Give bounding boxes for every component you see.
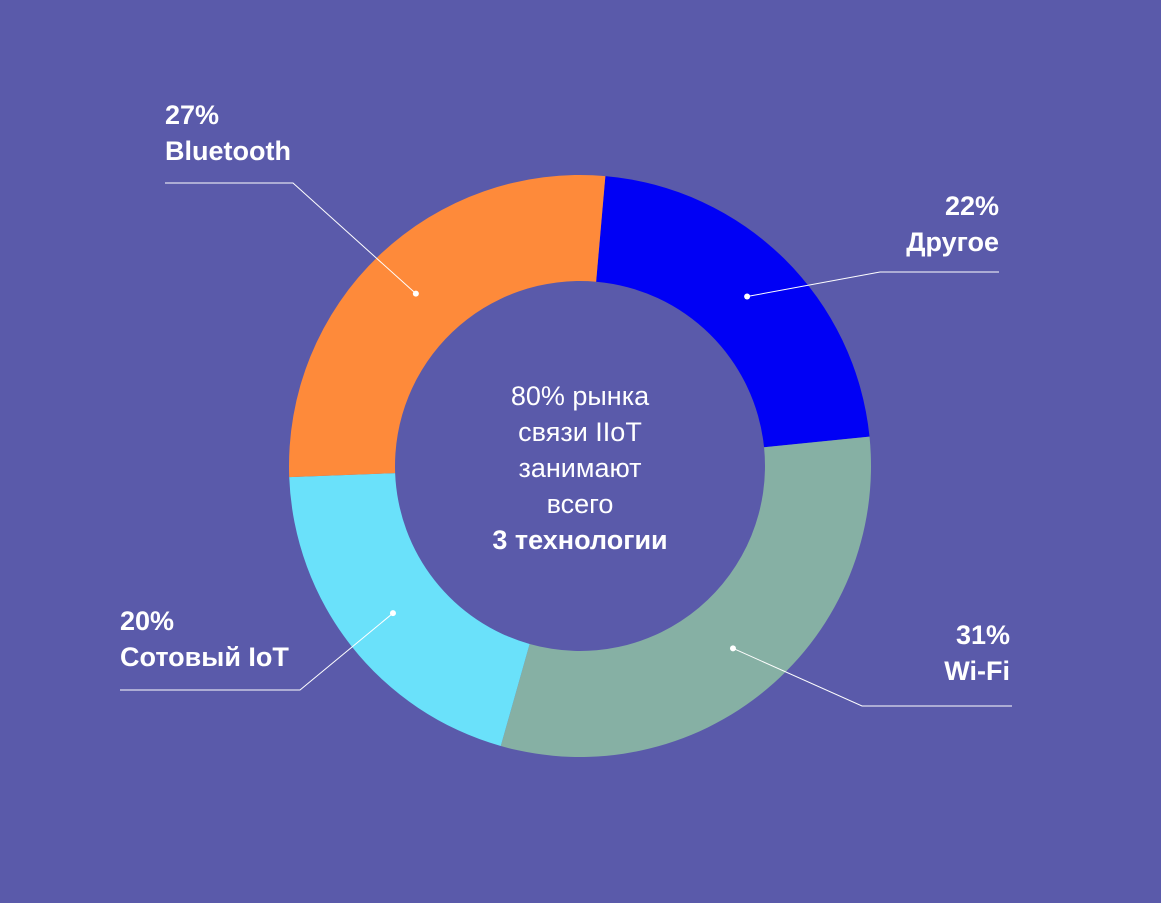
leader-dot-other	[744, 293, 751, 300]
leader-line-cellular	[120, 612, 394, 691]
label-bluetooth-name: Bluetooth	[165, 136, 291, 166]
leader-line-wifi	[732, 647, 1012, 707]
label-cellular: 20% Сотовый IoT	[120, 603, 289, 675]
center-text-highlight: 3 технологии	[492, 525, 668, 555]
label-other-percent: 22%	[944, 191, 999, 221]
center-text: 80% рынка связи IIoT занимают всего 3 те…	[430, 378, 730, 558]
label-bluetooth: 27% Bluetooth	[165, 97, 291, 169]
center-text-line: 80% рынка	[510, 381, 650, 411]
slice-other	[596, 176, 870, 448]
label-cellular-percent: 20%	[120, 606, 175, 636]
center-text-line: связи IIoT	[518, 417, 642, 447]
label-other: 22% Другое	[800, 188, 999, 260]
slice-bluetooth	[288, 175, 606, 478]
label-wifi-percent: 31%	[955, 620, 1010, 650]
label-bluetooth-percent: 27%	[165, 100, 220, 130]
center-text-line: всего	[546, 489, 614, 519]
slice-cellular	[289, 473, 530, 747]
slice-wifi	[500, 436, 871, 757]
label-cellular-name: Сотовый IoT	[120, 642, 289, 672]
leader-dot-cellular	[389, 610, 396, 617]
leader-dot-wifi	[729, 645, 736, 652]
leader-line-bluetooth	[165, 182, 417, 295]
label-other-name: Другое	[906, 227, 999, 257]
label-wifi: 31% Wi-Fi	[850, 617, 1010, 689]
leader-dot-bluetooth	[412, 290, 419, 297]
label-wifi-name: Wi-Fi	[944, 656, 1010, 686]
leader-line-other	[747, 271, 999, 298]
center-text-line: занимают	[518, 453, 642, 483]
